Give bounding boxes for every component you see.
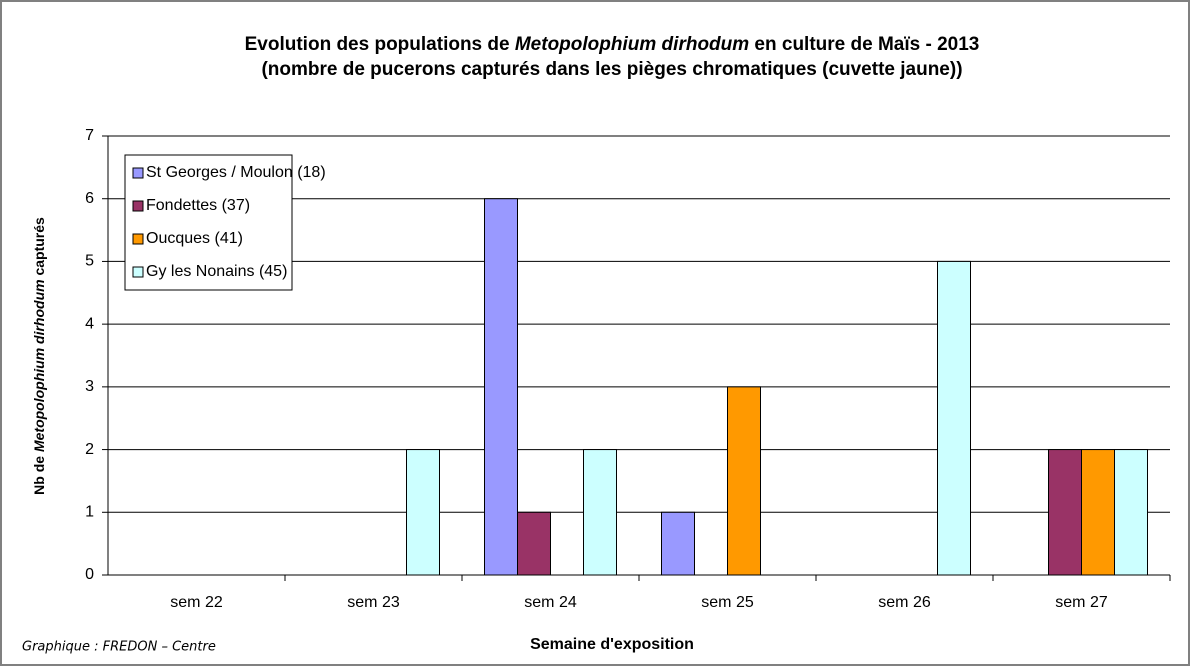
- legend-label: Oucques (41): [146, 230, 243, 247]
- y_label-part: Nb de: [31, 452, 47, 495]
- x-tick-label: sem 22: [170, 594, 223, 611]
- legend-swatch: [132, 200, 144, 212]
- y-tick-label: 0: [85, 566, 94, 583]
- bar: [406, 449, 440, 576]
- bar: [1114, 449, 1148, 576]
- x-tick-label: sem 27: [1055, 594, 1108, 611]
- bar: [1048, 449, 1082, 576]
- legend-swatch: [132, 266, 144, 278]
- legend-label: Fondettes (37): [146, 197, 250, 214]
- y-axis-label: Nb de Metopolophium dirhodum capturés: [31, 217, 47, 495]
- x-tick-label: sem 23: [347, 594, 400, 611]
- footer: Graphique : FREDON – Centre: [22, 640, 216, 655]
- bar: [583, 449, 617, 576]
- bar: [727, 386, 761, 576]
- legend-box: [124, 154, 293, 291]
- legend-swatch: [132, 233, 144, 245]
- y-tick-label: 5: [85, 253, 94, 270]
- bar: [1081, 449, 1115, 576]
- x-tick-label: sem 25: [701, 594, 754, 611]
- chart-subtitle: (nombre de pucerons capturés dans les pi…: [261, 59, 962, 80]
- y-tick-label: 1: [85, 504, 94, 521]
- legend-label: St Georges / Moulon (18): [146, 164, 326, 181]
- y_label-part: capturés: [31, 217, 47, 279]
- title-part: Metopolophium dirhodum: [515, 34, 749, 55]
- bar: [517, 511, 551, 576]
- title-part: Evolution des populations de: [245, 34, 515, 55]
- bar: [937, 260, 971, 576]
- bar: [484, 198, 518, 576]
- y_label-part: Metopolophium dirhodum: [31, 279, 47, 452]
- legend-label: Gy les Nonains (45): [146, 263, 287, 280]
- y-tick-label: 7: [85, 127, 94, 144]
- title-part: en culture de Maïs - 2013: [749, 34, 979, 55]
- legend-swatch: [132, 167, 144, 179]
- y-tick-label: 3: [85, 378, 94, 395]
- y-tick-label: 6: [85, 190, 94, 207]
- x-tick-label: sem 26: [878, 594, 931, 611]
- y-tick-label: 2: [85, 441, 94, 458]
- x-axis-label: Semaine d'exposition: [530, 636, 694, 653]
- y-tick-label: 4: [85, 315, 94, 332]
- chart-title: Evolution des populations de Metopolophi…: [245, 34, 980, 55]
- bar: [661, 511, 695, 576]
- x-tick-label: sem 24: [524, 594, 577, 611]
